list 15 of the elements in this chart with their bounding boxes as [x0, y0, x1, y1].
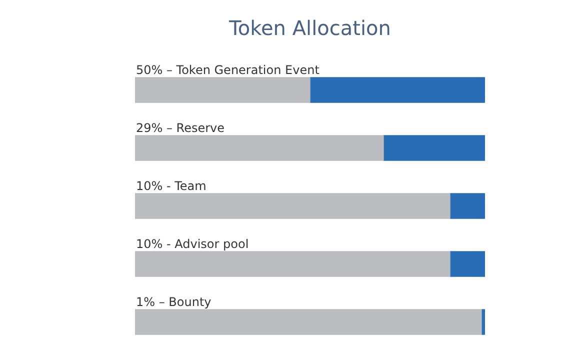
- y-tick-label: 10% - Team: [136, 179, 206, 193]
- bar: [135, 77, 310, 103]
- bar: [135, 309, 482, 335]
- bar: [135, 251, 450, 277]
- y-tick-label: 29% – Reserve: [136, 121, 225, 135]
- y-tick-label: 50% – Token Generation Event: [136, 63, 320, 77]
- bar: [450, 193, 485, 219]
- bar: [450, 251, 485, 277]
- bar: [383, 135, 485, 161]
- chart-title: Token Allocation: [228, 16, 391, 40]
- bar: [310, 77, 485, 103]
- y-tick-label: 10% - Advisor pool: [136, 237, 249, 251]
- bar: [135, 193, 450, 219]
- y-tick-label: 1% – Bounty: [136, 295, 212, 309]
- bar: [135, 135, 384, 161]
